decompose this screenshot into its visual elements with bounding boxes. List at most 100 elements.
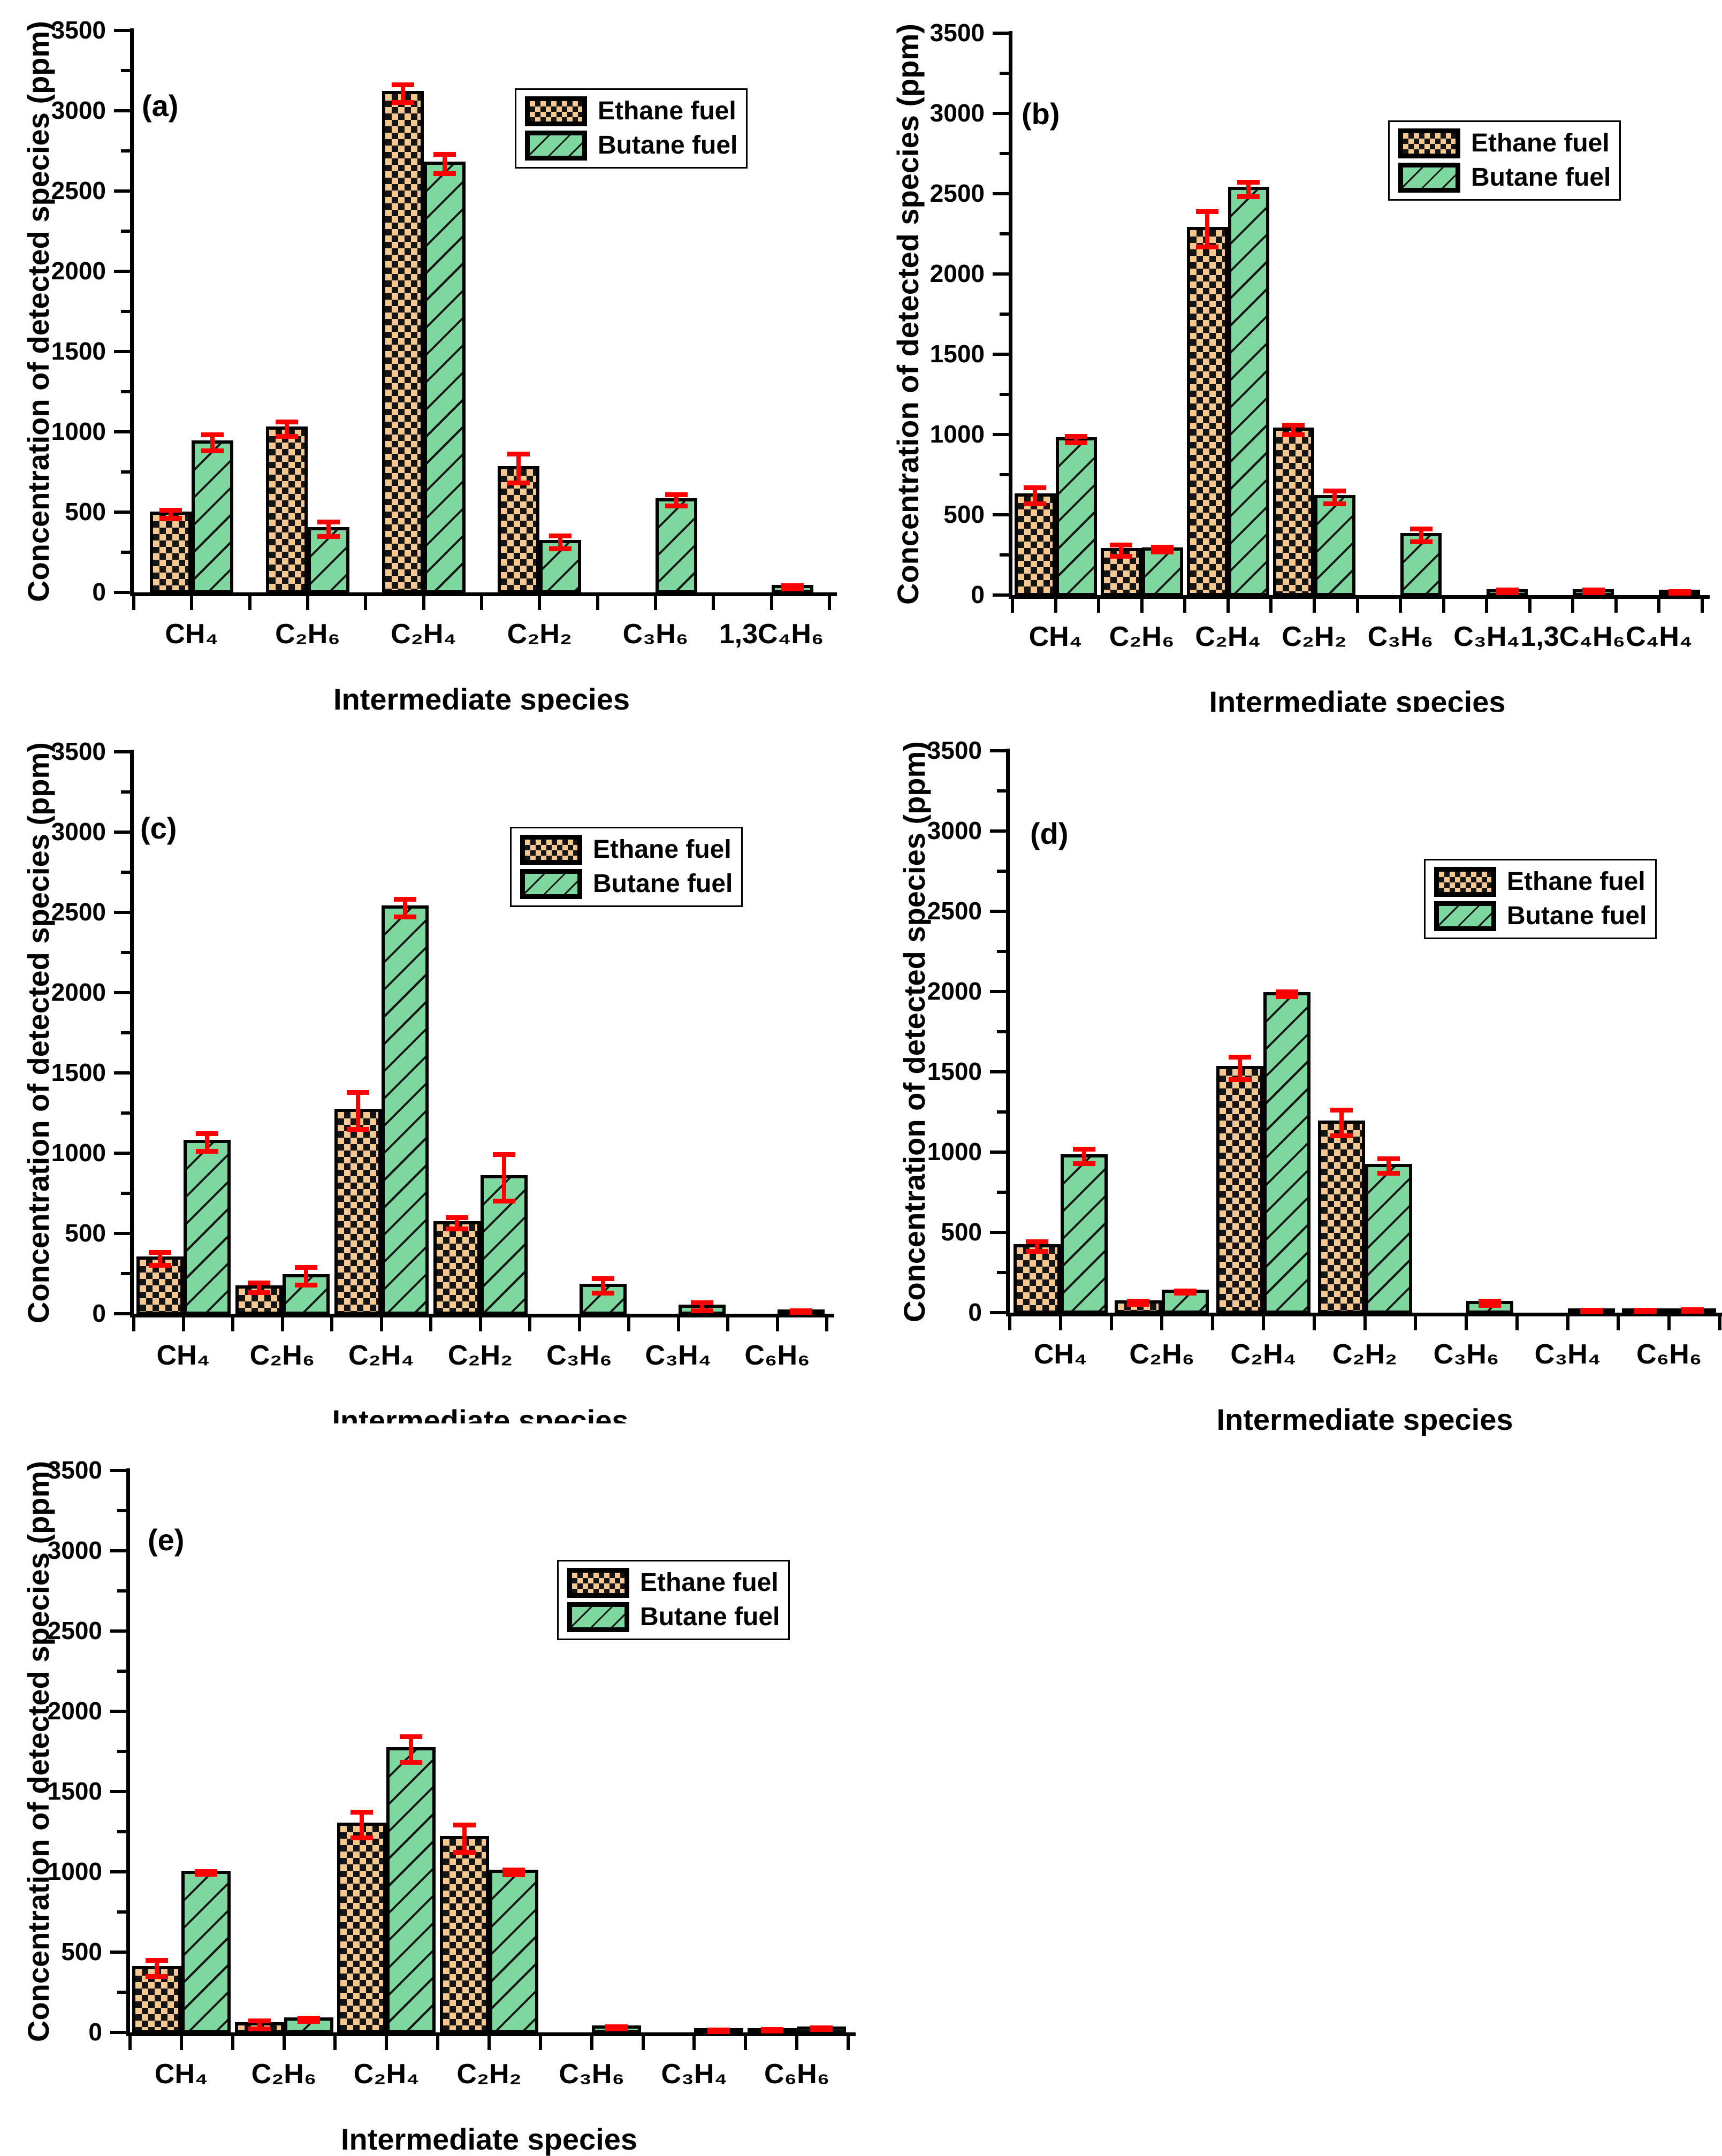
bar-butane-3 xyxy=(386,1747,436,2033)
x-center-tick xyxy=(179,2036,183,2050)
error-bar-cap-top xyxy=(1228,1054,1251,1060)
y-major-tick xyxy=(110,1951,126,1954)
error-bar-cap-bottom xyxy=(393,914,416,919)
y-minor-tick xyxy=(997,950,1006,953)
error-bar-cap-bottom xyxy=(591,1291,614,1296)
y-tick-label: 0 xyxy=(971,581,985,608)
y-major-tick xyxy=(993,112,1009,115)
error-bar-cap-bottom xyxy=(1196,245,1219,249)
y-major-tick xyxy=(114,591,130,594)
x-axis-line xyxy=(126,2032,856,2036)
x-boundary-tick xyxy=(436,2036,440,2050)
y-minor-tick xyxy=(121,871,130,874)
y-minor-tick xyxy=(1000,152,1009,155)
y-minor-tick xyxy=(1000,232,1009,235)
y-tick-label: 500 xyxy=(941,1218,982,1246)
error-bar-cap-top xyxy=(1323,489,1346,493)
y-tick-label: 0 xyxy=(92,578,106,606)
y-minor-tick xyxy=(121,310,130,313)
y-tick-label: 1000 xyxy=(927,1138,982,1165)
x-category-label: C₂H₄ xyxy=(391,619,457,650)
y-minor-tick xyxy=(1000,393,1009,396)
bar-ethane-3 xyxy=(382,91,424,593)
y-major-tick xyxy=(110,1790,126,1793)
x-category-label: C₆H₆ xyxy=(1636,1339,1702,1370)
error-bar-cap-bottom xyxy=(1228,1077,1251,1082)
error-bar-cap-top xyxy=(665,492,688,497)
error-bar-cap-top xyxy=(145,1958,168,1963)
error-bar-cap-bottom xyxy=(810,2027,833,2032)
panel-letter: (d) xyxy=(1030,817,1069,850)
y-tick-label: 1500 xyxy=(929,340,985,368)
x-boundary-tick xyxy=(231,1317,234,1331)
y-major-tick xyxy=(110,1870,126,1873)
y-major-tick xyxy=(114,109,130,112)
error-bar-cap-bottom xyxy=(1072,1161,1095,1166)
x-boundary-tick xyxy=(627,1317,630,1331)
y-major-tick xyxy=(993,192,1009,195)
y-axis-line xyxy=(126,1468,130,2036)
y-minor-tick xyxy=(997,789,1006,793)
bar-butane-2 xyxy=(282,1274,330,1315)
error-bar-cap-top xyxy=(1024,485,1047,490)
y-tick-label: 3000 xyxy=(47,1536,102,1564)
y-major-tick xyxy=(114,270,130,273)
y-major-tick xyxy=(114,430,130,433)
legend-label-butane: Butane fuel xyxy=(640,1603,780,1631)
bar-butane-3 xyxy=(1228,187,1269,596)
x-axis-title: Intermediate species xyxy=(1216,1403,1513,1436)
bar-butane-1 xyxy=(183,1140,231,1315)
error-bar-line xyxy=(1034,1241,1039,1251)
error-bar-cap-top xyxy=(507,451,530,456)
error-bar-cap-top xyxy=(1377,1156,1400,1161)
y-minor-tick xyxy=(121,1111,130,1115)
error-bar-cap-top xyxy=(194,1869,217,1875)
y-major-tick xyxy=(993,433,1009,436)
x-center-tick xyxy=(1657,599,1661,613)
butane-swatch xyxy=(1434,901,1496,931)
y-minor-tick xyxy=(1000,553,1009,557)
y-tick-label: 2000 xyxy=(47,1697,102,1725)
x-category-label: 1,3C₄H₆ xyxy=(1520,621,1626,652)
error-bar-line xyxy=(674,494,679,506)
legend-item-butane: Butane fuel xyxy=(1434,901,1647,931)
y-major-tick xyxy=(990,1151,1006,1154)
x-center-tick xyxy=(190,596,194,610)
x-center-tick xyxy=(1261,1316,1265,1330)
x-axis-line xyxy=(130,592,837,596)
x-center-tick xyxy=(1667,1316,1671,1330)
x-category-label: C₂H₆ xyxy=(249,1340,315,1371)
y-major-tick xyxy=(993,353,1009,356)
y-minor-tick xyxy=(1000,473,1009,476)
y-tick-label: 1500 xyxy=(47,1777,102,1805)
error-bar-cap-bottom xyxy=(145,1974,168,1979)
x-center-tick xyxy=(577,1317,581,1331)
x-center-tick xyxy=(306,596,309,610)
x-category-label: C₂H₆ xyxy=(251,2059,317,2090)
x-center-tick xyxy=(676,1317,680,1331)
error-bar-cap-top xyxy=(294,1265,317,1270)
x-boundary-tick xyxy=(726,1317,729,1331)
error-bar-cap-bottom xyxy=(690,1308,713,1313)
x-center-tick xyxy=(538,596,542,610)
x-boundary-tick xyxy=(528,1317,531,1331)
butane-swatch xyxy=(525,131,587,161)
bar-ethane-4 xyxy=(433,1221,481,1315)
error-bar-line xyxy=(204,1133,209,1151)
error-bar-cap-top xyxy=(297,2016,320,2021)
error-bar-cap-top xyxy=(1479,1299,1502,1304)
x-category-label: C₂H₆ xyxy=(1109,621,1175,652)
x-boundary-tick xyxy=(364,596,368,610)
bar-butane-3 xyxy=(381,905,429,1315)
panel-letter: (a) xyxy=(142,89,179,123)
ethane-swatch xyxy=(1398,128,1460,158)
legend-label-butane: Butane fuel xyxy=(1471,163,1611,192)
y-axis-line xyxy=(130,28,134,596)
x-center-tick xyxy=(1058,1316,1062,1330)
error-bar-cap-top xyxy=(1072,1147,1095,1152)
error-bar-line xyxy=(1339,1109,1344,1136)
y-major-tick xyxy=(114,750,130,753)
y-minor-tick xyxy=(121,149,130,153)
x-center-tick xyxy=(282,2036,286,2050)
x-boundary-tick xyxy=(1442,599,1445,613)
